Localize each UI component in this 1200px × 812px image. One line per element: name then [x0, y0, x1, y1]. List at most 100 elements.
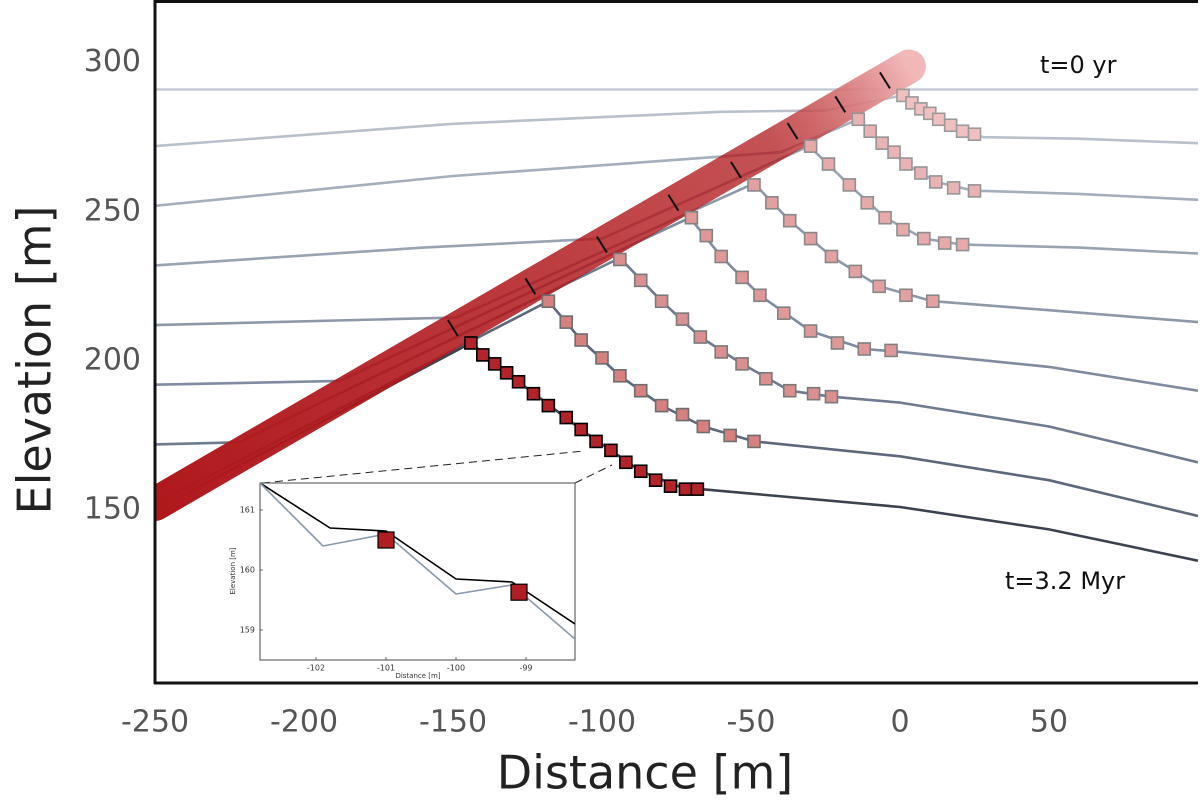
marker: [824, 389, 839, 404]
marker: [377, 531, 395, 549]
marker: [574, 333, 588, 347]
band-tick: [786, 122, 799, 140]
marker: [510, 583, 528, 601]
marker: [937, 236, 952, 250]
marker: [782, 383, 797, 398]
marker: [735, 270, 749, 285]
marker: [765, 196, 779, 210]
marker: [487, 357, 502, 371]
marker: [675, 407, 690, 422]
marker: [899, 157, 913, 171]
marker: [559, 315, 574, 329]
y-tick-label: 200: [84, 342, 141, 377]
marker: [851, 112, 866, 127]
band-tick: [667, 194, 680, 212]
marker: [684, 210, 699, 225]
fault-band: [155, 49, 926, 522]
band-tick: [524, 277, 537, 295]
marker: [499, 366, 514, 380]
marker: [589, 434, 603, 449]
marker: [464, 336, 478, 350]
marker: [967, 127, 982, 142]
marker: [776, 306, 791, 320]
y-axis-label: Elevation [m]: [8, 206, 62, 515]
marker: [613, 368, 627, 383]
marker: [875, 136, 889, 150]
marker: [654, 294, 669, 309]
marker: [806, 386, 821, 401]
x-tick-label: 0: [890, 705, 909, 740]
band-tick: [447, 319, 459, 337]
marker: [803, 324, 818, 338]
marker: [803, 139, 818, 153]
y-tick-label: 250: [84, 193, 141, 228]
marker: [848, 264, 863, 279]
profile-line: [155, 216, 1198, 392]
marker: [723, 428, 737, 443]
marker: [928, 175, 943, 189]
inset-frame: [259, 482, 576, 661]
marker: [696, 419, 711, 434]
marker: [648, 473, 663, 487]
marker: [693, 330, 708, 344]
marker: [830, 336, 845, 350]
marker: [475, 348, 490, 362]
marker: [842, 178, 857, 192]
y-tick-label: 159: [240, 626, 255, 635]
marker: [955, 124, 970, 139]
marker: [511, 374, 526, 389]
x-tick-label: 50: [1030, 705, 1068, 740]
marker: [753, 288, 767, 303]
marker: [782, 213, 797, 228]
marker: [595, 351, 609, 365]
ticks: -250 -200 -150 -100 -50 0 50 150 200 250 300: [84, 44, 1068, 739]
band-tick: [879, 71, 891, 89]
marker: [967, 184, 982, 198]
band-tick: [596, 235, 608, 254]
marker: [860, 196, 875, 210]
band-tick: [834, 95, 847, 113]
x-tick-label: -200: [270, 705, 338, 740]
marker: [678, 482, 693, 496]
band-tick: [730, 161, 742, 179]
marker: [955, 237, 970, 252]
marker: [574, 422, 588, 437]
marker: [884, 343, 898, 358]
marker: [925, 294, 940, 309]
marker: [633, 464, 648, 479]
zoom-connector: [574, 464, 613, 484]
y-tick-label: 150: [84, 492, 141, 527]
x-tick-label: -150: [419, 705, 487, 740]
annotation: t=3.2 Myr: [1005, 567, 1125, 595]
marker: [619, 455, 633, 470]
marker: [541, 398, 556, 413]
marker: [914, 166, 928, 180]
marker: [735, 357, 749, 371]
marker: [604, 443, 618, 458]
marker: [690, 482, 705, 496]
y-tick-label: 300: [84, 44, 141, 79]
marker: [917, 231, 931, 246]
inset-y-label: Elevation [m]: [229, 547, 237, 594]
main-plot: [155, 49, 1198, 562]
y-tick-label: 160: [240, 566, 255, 575]
x-tick-label: -99: [519, 664, 532, 673]
marker: [699, 228, 714, 243]
marker: [654, 398, 669, 413]
marker: [946, 181, 961, 195]
y-tick-label: 161: [240, 506, 255, 515]
marker: [821, 157, 836, 171]
marker: [943, 118, 958, 133]
marker: [714, 249, 729, 264]
marker: [878, 210, 892, 225]
marker: [803, 231, 818, 246]
marker: [747, 434, 761, 449]
marker: [931, 112, 946, 127]
x-axis-label: Distance [m]: [497, 746, 793, 800]
x-tick-label: -250: [121, 705, 189, 740]
marker: [872, 279, 886, 294]
x-tick-label: -100: [568, 705, 636, 740]
marker: [613, 252, 627, 267]
